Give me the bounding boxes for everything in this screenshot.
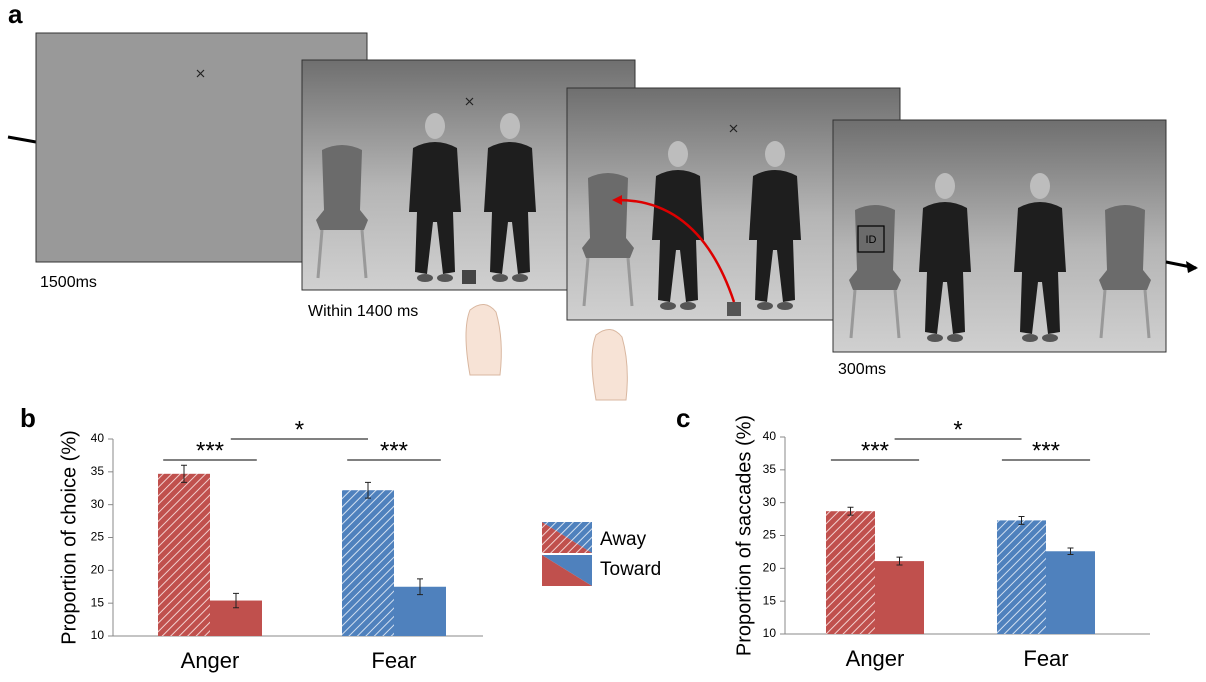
y-tick-label: 15	[91, 595, 105, 609]
bar	[997, 520, 1046, 634]
significance-label: ***	[861, 437, 889, 464]
significance-label: *	[295, 416, 304, 443]
x-tick-label: Anger	[181, 648, 240, 673]
figure: a ID 1500ms Within 1400 ms 300m	[0, 0, 1206, 682]
y-tick-label: 40	[91, 431, 105, 445]
feedback-screen: ID	[833, 120, 1166, 352]
y-tick-label: 30	[91, 497, 105, 511]
y-tick-label: 15	[763, 593, 777, 607]
timeline-arrow	[1186, 261, 1198, 273]
y-tick-label: 10	[91, 628, 105, 642]
legend-label: Away	[600, 529, 647, 550]
significance-label: ***	[380, 437, 408, 464]
panel-label: b	[20, 403, 36, 433]
panel-label: a	[8, 0, 23, 29]
x-tick-label: Anger	[846, 646, 905, 671]
y-axis-label: Proportion of choice (%)	[58, 430, 80, 645]
box-text: ID	[866, 234, 877, 246]
y-tick-label: 25	[763, 528, 777, 542]
panel-label: c	[676, 403, 690, 433]
legend-label: Toward	[600, 559, 661, 580]
y-tick-label: 35	[91, 464, 105, 478]
y-tick-label: 20	[91, 563, 105, 577]
y-tick-label: 25	[91, 530, 105, 544]
y-tick-label: 10	[763, 626, 777, 640]
significance-label: *	[953, 416, 962, 443]
x-tick-label: Fear	[371, 648, 416, 673]
bar	[875, 561, 924, 634]
y-tick-label: 30	[763, 495, 777, 509]
legend: Away Toward	[542, 522, 661, 586]
significance-label: ***	[1032, 437, 1060, 464]
timing-label: 1500ms	[40, 274, 97, 291]
y-tick-label: 20	[763, 561, 777, 575]
timing-label: 300ms	[838, 361, 886, 378]
y-tick-label: 40	[763, 429, 777, 443]
y-tick-label: 35	[763, 462, 777, 476]
y-axis-label: Proportion of saccades (%)	[733, 415, 755, 656]
bar	[158, 474, 210, 636]
bar	[1046, 551, 1095, 634]
timeline	[8, 137, 36, 142]
bar	[826, 511, 875, 634]
significance-label: ***	[196, 437, 224, 464]
timing-label: Within 1400 ms	[308, 303, 418, 320]
bar	[342, 490, 394, 636]
x-tick-label: Fear	[1023, 646, 1068, 671]
